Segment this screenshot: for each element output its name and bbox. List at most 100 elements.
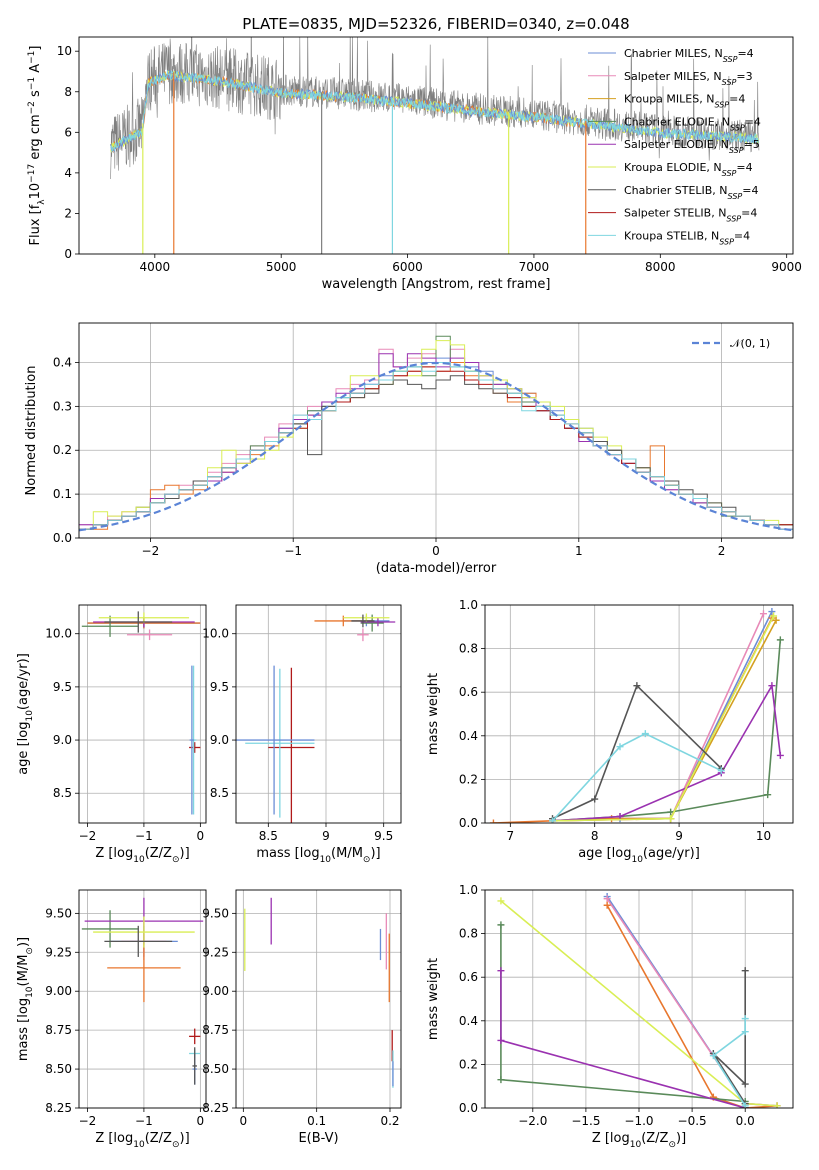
x-tick-label: −2 [142, 544, 160, 558]
x-axis-label-part: ⊙ [172, 855, 180, 865]
weight-marker [667, 808, 675, 816]
x-tick-label: 0 [197, 1114, 205, 1128]
errorbar-point [126, 629, 173, 641]
gridlines [236, 605, 401, 823]
y-tick-label: 9.00 [45, 984, 72, 998]
y-tick-label: 0.8 [459, 642, 478, 656]
weight-line [552, 683, 782, 822]
legend-label: 𝒩(0, 1) [730, 337, 770, 350]
legend-label: Kroupa ELODIE, NSSP=4 [624, 161, 753, 178]
legend-label-main: Chabrier ELODIE, N [624, 115, 730, 128]
axes-frame [78, 36, 794, 255]
y-axis-label-part: 10 [28, 183, 43, 200]
y-axis-label-part: ⊙ [25, 947, 35, 955]
weight-marker [603, 895, 611, 903]
y-tick-label: 0.4 [53, 355, 72, 369]
x-axis-label-part: 10 [133, 1140, 145, 1150]
errorbar-point [81, 615, 139, 637]
x-axis-label-part: )] [180, 846, 190, 861]
y-axis-label: Normed distribution [24, 366, 39, 496]
plot-area [489, 608, 784, 823]
weight-marker [497, 1076, 505, 1084]
legend-label-post: =4 [745, 115, 761, 128]
errorbar-point [245, 668, 315, 818]
y-tick-label: 0.2 [459, 1057, 478, 1071]
weight-marker [759, 610, 767, 618]
axes-frame [78, 604, 207, 824]
y-axis-label-part: A [28, 64, 43, 77]
legend-label-main: Salpeter MILES, N [624, 70, 722, 83]
chart-title: PLATE=0835, MJD=52326, FIBERID=0340, z=0… [242, 15, 629, 33]
y-tick-label: 8 [64, 85, 72, 99]
x-axis-label-part: 10 [133, 855, 145, 865]
weight-marker [497, 967, 505, 975]
panel-age-vs-mass: 8.5 9 9.5 8.5 9.0 9.5 10.0 mass [log10(M/M⊙)] [202, 604, 402, 865]
x-axis-label-part: ⊙ [363, 855, 371, 865]
x-axis-label: mass [log10(M/M⊙)] [256, 846, 380, 865]
x-axis-label: age [log10(age/yr)] [578, 846, 700, 865]
x-tick-label: −1 [135, 1114, 153, 1128]
panel-spectrum: 4000 5000 6000 7000 8000 9000 0 2 4 6 8 10 wavelengt… [27, 36, 802, 292]
x-axis-label: Z [log10(Z/Z⊙)] [95, 1131, 189, 1150]
y-axis-label-part: −2 [27, 101, 37, 114]
legend: 𝒩(0, 1) [692, 337, 770, 350]
y-tick-label: 0.1 [53, 487, 72, 501]
y-tick-label: 1.0 [459, 598, 478, 612]
legend-label-post: =3 [736, 70, 752, 83]
weight-marker [497, 1036, 505, 1044]
weight-marker [773, 1102, 781, 1108]
errorbar-point [268, 667, 315, 823]
y-axis-label-part: ] [28, 46, 43, 51]
x-tick-label: −1.5 [571, 1114, 600, 1128]
y-axis-label-part: erg cm [28, 114, 43, 163]
plot-area [81, 897, 204, 1085]
weight-marker [549, 817, 557, 823]
gridlines [79, 605, 206, 823]
legend-label-post: =5 [744, 138, 760, 151]
weight-marker [709, 1052, 717, 1060]
residual-histogram [79, 362, 793, 530]
y-axis-label-part: −17 [27, 164, 37, 183]
x-tick-label: −1 [284, 544, 302, 558]
weight-marker [741, 1015, 749, 1023]
y-tick-label: 8.75 [202, 1023, 229, 1037]
weight-marker [741, 1028, 749, 1036]
y-tick-label: 0.2 [53, 443, 72, 457]
y-tick-label: 8.50 [202, 1062, 229, 1076]
y-tick-label: 0.4 [459, 1014, 478, 1028]
x-tick-label: 8.5 [259, 829, 278, 843]
x-tick-label: 10 [756, 829, 771, 843]
weight-marker [741, 967, 749, 975]
y-tick-label: 2 [64, 206, 72, 220]
x-tick-label: 0 [240, 1114, 248, 1128]
y-tick-label: 9.0 [53, 733, 72, 747]
y-tick-label: 8.5 [53, 786, 72, 800]
x-tick-label: 1 [575, 544, 583, 558]
y-tick-label: 8.25 [45, 1101, 72, 1115]
x-axis-label-part: ⊙ [172, 1140, 180, 1150]
x-tick-label: 0.0 [736, 1114, 755, 1128]
x-axis-label-part: )] [180, 1131, 190, 1146]
y-axis-label-part: mass [log [16, 998, 31, 1061]
legend-label-main: Kroupa MILES, N [624, 93, 714, 106]
y-tick-label: 9.5 [53, 680, 72, 694]
panel-mass-vs-Z: −2 −1 08.258.508.759.009.259.50Z [log10(Z/… [16, 889, 207, 1150]
x-axis-label-part: Z [log [95, 846, 133, 861]
x-tick-label: 5000 [266, 260, 297, 274]
panel-age-vs-Z: −2 −1 08.59.09.510.0Z [log10(Z/Z⊙)]age [lo… [16, 604, 207, 865]
x-tick-label: 7 [506, 829, 514, 843]
weight-marker [717, 767, 725, 775]
legend-label-sub: SSP [723, 55, 738, 64]
y-axis-label-part: (M/M [16, 955, 31, 987]
legend-label-post: =4 [742, 184, 758, 197]
legend-label-main: Chabrier MILES, N [624, 47, 723, 60]
x-tick-label: 0.1 [307, 1114, 326, 1128]
x-tick-label: 8000 [645, 260, 676, 274]
y-tick-label: 1.0 [459, 883, 478, 897]
weight-marker [772, 616, 780, 624]
axes-frame [235, 889, 402, 1109]
model-spectrum [110, 69, 760, 152]
x-axis-label-part: Z [log [95, 1131, 133, 1146]
legend-label-post: =4 [734, 229, 750, 242]
plot-area [497, 893, 781, 1108]
